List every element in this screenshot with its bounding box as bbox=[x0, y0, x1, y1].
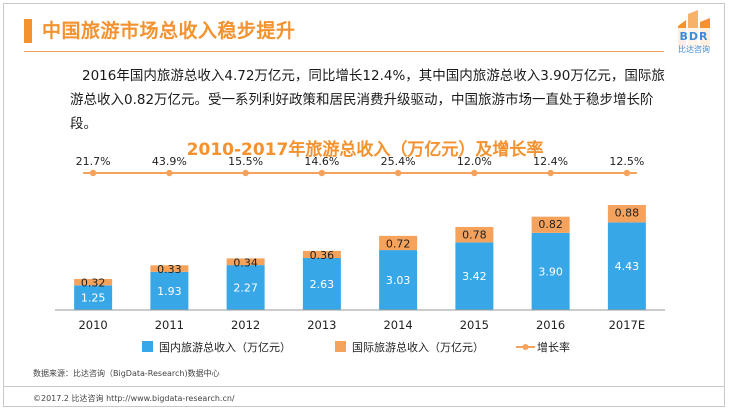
x-tick-label: 2015 bbox=[460, 318, 489, 332]
x-tick-label: 2011 bbox=[155, 318, 184, 332]
data-source: 数据来源：比达咨询（BigData-Research)数据中心 bbox=[33, 369, 220, 378]
growth-rate-label: 15.5% bbox=[228, 155, 263, 168]
title-marker bbox=[24, 19, 32, 43]
growth-rate-point bbox=[547, 169, 554, 177]
legend-growth-rate-swatch-dot bbox=[522, 344, 529, 350]
legend-growth-rate-label: 增长率 bbox=[537, 340, 570, 354]
international-bar bbox=[226, 258, 265, 266]
growth-rate-label: 21.7% bbox=[76, 155, 111, 168]
growth-rate-point bbox=[166, 169, 173, 177]
summary-paragraph: 2016年国内旅游总收入4.72万亿元，同比增长12.4%，其中国内旅游总收入3… bbox=[70, 64, 670, 136]
international-bar-label: 0.88 bbox=[615, 207, 640, 220]
stacked-bar-chart: 21.7% 1.25 0.32 2010 43.9% 1.93 0.33 2011 15.5% 2… bbox=[55, 155, 665, 354]
domestic-bar bbox=[74, 285, 113, 310]
x-tick-label: 2012 bbox=[231, 318, 260, 332]
domestic-bar-label: 2.63 bbox=[310, 278, 335, 291]
domestic-bar-label: 1.93 bbox=[157, 285, 182, 298]
domestic-bar-label: 3.90 bbox=[538, 265, 563, 278]
domestic-bar-label: 4.43 bbox=[615, 260, 640, 273]
x-tick-label: 2017E bbox=[609, 318, 646, 332]
domestic-bar bbox=[302, 257, 341, 310]
domestic-bar bbox=[226, 265, 265, 310]
logo-subtitle: 比达咨询 bbox=[678, 45, 710, 54]
growth-rate-point bbox=[394, 169, 402, 177]
legend-international-label: 国际旅游总收入（万亿元） bbox=[352, 340, 484, 354]
growth-rate-label: 43.9% bbox=[152, 155, 187, 168]
x-tick-label: 2014 bbox=[383, 318, 412, 332]
international-bar-label: 0.36 bbox=[310, 249, 335, 262]
x-tick-label: 2010 bbox=[78, 318, 107, 332]
chart-title: 2010-2017年旅游总收入（万亿元）及增长率 bbox=[186, 140, 544, 160]
international-bar bbox=[607, 205, 646, 223]
international-bar-label: 0.72 bbox=[386, 237, 411, 250]
growth-rate-point bbox=[623, 169, 631, 177]
x-tick-label: 2016 bbox=[536, 318, 565, 332]
page-title: 中国旅游市场总收入稳步提升 bbox=[42, 20, 296, 42]
international-bar bbox=[455, 226, 494, 243]
domestic-bar-label: 2.27 bbox=[233, 282, 258, 295]
bdr-logo-icon bbox=[676, 10, 712, 50]
logo-text: BDR bbox=[679, 30, 709, 43]
domestic-bar-label: 3.03 bbox=[386, 274, 411, 287]
domestic-bar bbox=[379, 250, 418, 310]
growth-rate-point bbox=[471, 169, 478, 177]
domestic-bar-label: 3.42 bbox=[462, 270, 487, 283]
legend-domestic-swatch bbox=[142, 341, 153, 352]
growth-rate-point bbox=[89, 169, 97, 177]
international-bar-label: 0.78 bbox=[462, 228, 487, 241]
domestic-bar bbox=[607, 222, 646, 310]
footer-divider bbox=[3, 386, 725, 387]
international-bar bbox=[302, 250, 341, 258]
international-bar-label: 0.32 bbox=[81, 277, 106, 290]
growth-rate-point bbox=[318, 169, 326, 177]
growth-rate-point bbox=[242, 169, 249, 177]
international-bar bbox=[379, 235, 418, 251]
footer-copyright: ©2017.2 比达咨询 http://www.bigdata-research… bbox=[33, 394, 235, 403]
slide-frame bbox=[3, 3, 725, 407]
growth-rate-label: 14.6% bbox=[304, 155, 339, 168]
x-tick-label: 2013 bbox=[307, 318, 336, 332]
international-bar bbox=[531, 216, 570, 233]
domestic-bar bbox=[150, 271, 189, 310]
growth-rate-label: 12.0% bbox=[457, 155, 492, 168]
growth-rate-label: 12.5% bbox=[609, 155, 644, 168]
international-bar-label: 0.34 bbox=[233, 256, 258, 269]
summary-text: 2016年国内旅游总收入4.72万亿元，同比增长12.4%，其中国内旅游总收入3… bbox=[70, 68, 665, 132]
title-divider bbox=[24, 51, 664, 52]
legend-international-swatch bbox=[335, 341, 346, 352]
domestic-bar bbox=[455, 242, 494, 310]
international-bar-label: 0.33 bbox=[157, 263, 182, 276]
international-bar bbox=[150, 265, 189, 272]
domestic-bar-label: 1.25 bbox=[81, 292, 106, 305]
growth-rate-label: 12.4% bbox=[533, 155, 568, 168]
legend-domestic-label: 国内旅游总收入（万亿元） bbox=[159, 340, 291, 354]
international-bar bbox=[74, 278, 113, 286]
international-bar-label: 0.82 bbox=[538, 218, 563, 231]
growth-rate-label: 25.4% bbox=[381, 155, 416, 168]
domestic-bar bbox=[531, 232, 570, 310]
